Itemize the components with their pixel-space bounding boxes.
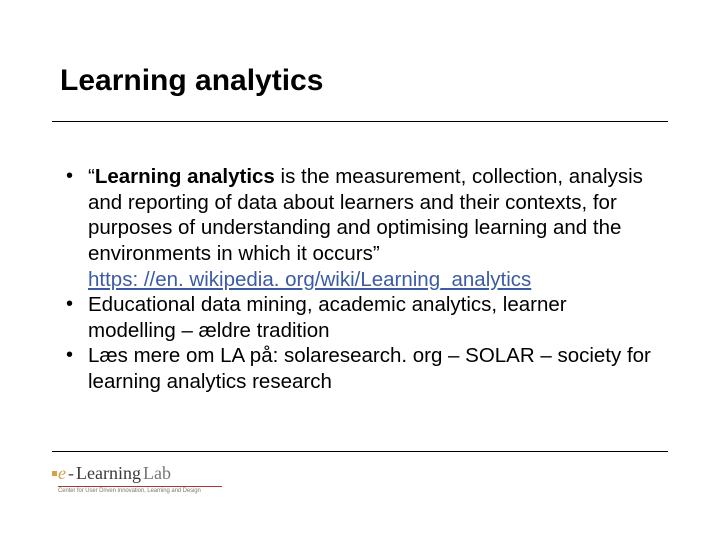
logo-subtitle: Center for User Driven Innovation, Learn… [58,488,238,494]
logo-e: e [58,463,66,484]
title-separator [52,121,668,122]
logo-lab: Lab [143,463,171,484]
footer-separator [52,451,668,452]
logo-underline [58,486,222,487]
list-item: “Learning analytics is the measurement, … [62,164,658,292]
list-item: Læs mere om LA på: solaresearch. org – S… [62,343,658,394]
bullet-text: Læs mere om LA på: solaresearch. org – S… [88,344,651,393]
wikipedia-link[interactable]: https: //en. wikipedia. org/wiki/Learnin… [88,268,531,291]
bullet-text: Educational data mining, academic analyt… [88,293,567,342]
content-area: “Learning analytics is the measurement, … [62,164,658,395]
slide: Learning analytics “Learning analytics i… [0,0,720,540]
logo-main: e-Learning Lab [58,463,238,484]
logo-dot-icon [52,471,57,476]
logo-learning: Learning [76,463,141,484]
quote-open: “ [88,165,95,188]
bold-term: Learning analytics [95,165,275,188]
logo: e-Learning Lab Center for User Driven In… [58,463,238,494]
logo-dash: - [68,463,74,484]
list-item: Educational data mining, academic analyt… [62,292,658,343]
page-title: Learning analytics [60,64,323,98]
